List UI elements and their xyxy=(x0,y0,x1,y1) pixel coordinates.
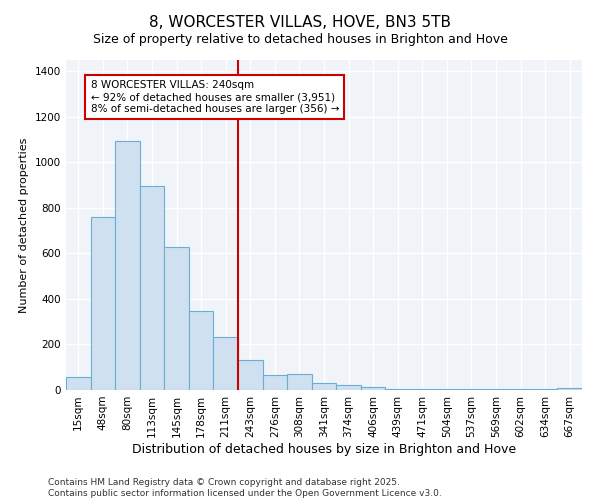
X-axis label: Distribution of detached houses by size in Brighton and Hove: Distribution of detached houses by size … xyxy=(132,442,516,456)
Text: 8 WORCESTER VILLAS: 240sqm
← 92% of detached houses are smaller (3,951)
8% of se: 8 WORCESTER VILLAS: 240sqm ← 92% of deta… xyxy=(91,80,339,114)
Bar xyxy=(214,336,238,390)
Y-axis label: Number of detached properties: Number of detached properties xyxy=(19,138,29,312)
Bar xyxy=(434,389,459,390)
Bar xyxy=(140,186,164,390)
Bar xyxy=(189,312,214,390)
Bar xyxy=(385,389,410,390)
Bar xyxy=(361,386,385,390)
Bar xyxy=(508,389,533,390)
Bar xyxy=(410,389,434,390)
Bar xyxy=(484,389,508,390)
Bar xyxy=(459,389,484,390)
Bar xyxy=(336,386,361,390)
Bar xyxy=(66,378,91,390)
Bar xyxy=(115,141,140,390)
Text: Contains HM Land Registry data © Crown copyright and database right 2025.
Contai: Contains HM Land Registry data © Crown c… xyxy=(48,478,442,498)
Text: 8, WORCESTER VILLAS, HOVE, BN3 5TB: 8, WORCESTER VILLAS, HOVE, BN3 5TB xyxy=(149,15,451,30)
Bar xyxy=(312,383,336,390)
Bar xyxy=(91,217,115,390)
Bar xyxy=(238,360,263,390)
Bar xyxy=(263,375,287,390)
Bar xyxy=(164,246,189,390)
Bar xyxy=(287,374,312,390)
Bar xyxy=(557,388,582,390)
Text: Size of property relative to detached houses in Brighton and Hove: Size of property relative to detached ho… xyxy=(92,32,508,46)
Bar xyxy=(533,389,557,390)
